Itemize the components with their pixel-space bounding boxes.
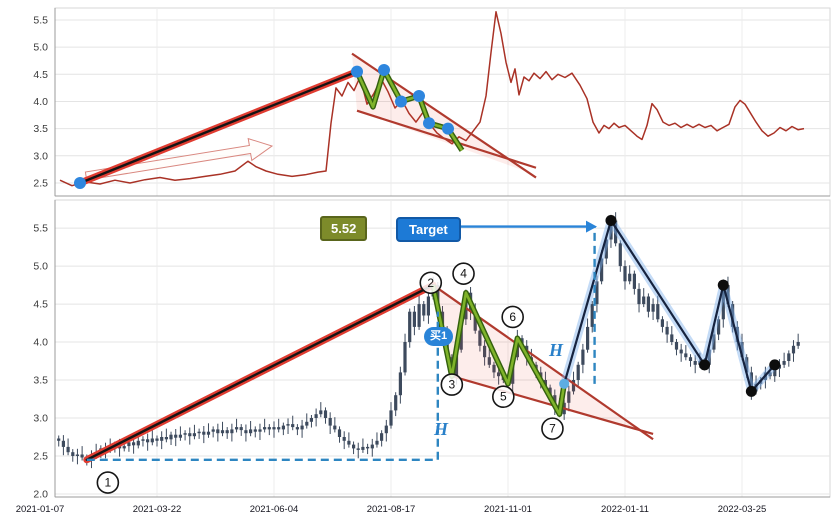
bottom-y-axis-labels: 5.5 5.0 4.5 4.0 3.5 3.0 2.5 2.0: [33, 223, 48, 501]
price-line-series: [59, 11, 805, 187]
flag-pole-top[interactable]: [76, 68, 361, 187]
svg-text:2.0: 2.0: [33, 488, 48, 500]
top-y-axis-labels: 5.5 5.0 4.5 4.0 3.5 3.0 2.5: [33, 14, 48, 189]
svg-text:2.5: 2.5: [33, 450, 48, 462]
pole-height-label: H: [434, 419, 449, 439]
svg-text:5.5: 5.5: [33, 223, 48, 235]
pivot-circle-1: 1: [96, 471, 120, 494]
svg-text:6: 6: [509, 310, 516, 324]
wave-dots[interactable]: [559, 215, 781, 397]
wave-pivot-dot: [769, 359, 781, 371]
pivot-circle-7: 7: [541, 417, 564, 440]
svg-text:2022-01-11: 2022-01-11: [601, 504, 649, 515]
svg-text:3.5: 3.5: [33, 123, 48, 135]
wave-pivot-dot: [699, 359, 711, 371]
svg-text:4: 4: [460, 267, 467, 281]
projection-height-label: H: [549, 340, 564, 360]
pivot-dots-top[interactable]: [74, 63, 454, 189]
wave-pivot-dot: [717, 279, 729, 291]
pivot-circle-4: 4: [452, 262, 475, 285]
pivot-dot: [423, 117, 435, 130]
svg-text:2021-01-07: 2021-01-07: [16, 504, 65, 515]
wave-pivot-dot: [745, 385, 757, 397]
buy-signal-tag[interactable]: 买1: [424, 327, 454, 346]
pivot-circle-5: 5: [492, 385, 515, 409]
svg-text:3.5: 3.5: [33, 375, 48, 387]
svg-text:2021-03-22: 2021-03-22: [133, 504, 182, 515]
pivot-dot: [74, 176, 86, 189]
target-label[interactable]: Target: [396, 217, 461, 242]
svg-text:3: 3: [448, 378, 455, 392]
pivot-dot: [351, 65, 363, 78]
pivot-circle-3: 3: [440, 373, 464, 396]
breakout-wave-line[interactable]: [560, 216, 779, 396]
pivot-dot: [442, 122, 454, 135]
svg-text:3.0: 3.0: [33, 150, 48, 162]
svg-text:2022-03-25: 2022-03-25: [718, 504, 767, 515]
flag-pole-bottom[interactable]: [83, 281, 437, 464]
svg-text:5.0: 5.0: [33, 261, 48, 273]
svg-text:4.5: 4.5: [33, 299, 48, 311]
pivot-circle-6: 6: [501, 305, 524, 329]
breakout-dot: [559, 378, 570, 389]
pivot-dot: [378, 63, 390, 76]
svg-text:2021-08-17: 2021-08-17: [367, 504, 416, 515]
svg-text:5: 5: [500, 390, 507, 404]
x-axis-labels: 2021-01-07 2021-03-22 2021-06-04 2021-08-17…: [16, 504, 767, 515]
svg-text:1: 1: [105, 476, 112, 490]
svg-text:4.5: 4.5: [33, 69, 48, 81]
svg-text:5.0: 5.0: [33, 42, 48, 54]
pivot-dot: [395, 95, 407, 108]
svg-text:2: 2: [427, 276, 434, 290]
svg-text:3.0: 3.0: [33, 413, 48, 425]
measured-target-price-label[interactable]: 5.52: [320, 216, 368, 241]
pivot-dot: [413, 90, 425, 103]
svg-text:4.0: 4.0: [33, 96, 48, 108]
svg-text:4.0: 4.0: [33, 337, 48, 349]
svg-text:2021-06-04: 2021-06-04: [250, 504, 299, 515]
svg-text:5.5: 5.5: [33, 14, 48, 26]
svg-text:2.5: 2.5: [33, 177, 48, 189]
pivot-circle-2: 2: [419, 271, 443, 295]
target-arrow[interactable]: [458, 220, 597, 233]
top-gridlines: [55, 8, 830, 196]
pivot-number-circles[interactable]: 1 2 3 4 5 6 7: [96, 262, 564, 494]
wave-pivot-dot: [605, 215, 617, 227]
svg-text:2021-11-01: 2021-11-01: [484, 504, 532, 515]
svg-text:7: 7: [549, 422, 556, 436]
